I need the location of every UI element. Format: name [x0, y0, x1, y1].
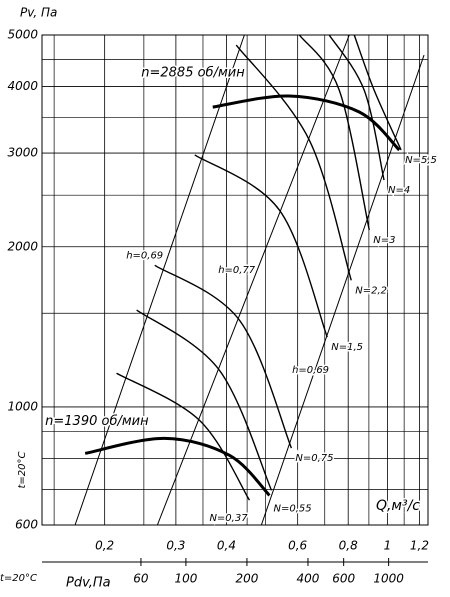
x2-tick-label: 200	[235, 572, 258, 586]
y-note: t=20°C	[17, 451, 28, 488]
y-tick-label: 600	[15, 518, 38, 532]
x2-tick-label: 600	[332, 572, 355, 586]
power-curve	[298, 35, 370, 231]
efficiency-label: h=0,69	[292, 365, 329, 376]
power-label: N=1,5	[331, 342, 363, 353]
x-tick-label: 0,4	[217, 539, 236, 553]
y-tick-label: 4000	[7, 79, 38, 93]
power-curve	[194, 154, 328, 338]
y-axis-label: Pv, Па	[20, 6, 57, 20]
power-label: N=5,5	[405, 155, 437, 166]
y-tick-label: 1000	[7, 399, 38, 413]
speed-label: n=2885 об/мин	[141, 66, 245, 81]
power-curve	[116, 372, 251, 501]
power-label: N=4	[388, 185, 410, 196]
speed-curve	[84, 436, 271, 497]
power-label: N=3	[373, 235, 395, 246]
power-curve	[328, 35, 385, 181]
efficiency-line	[260, 54, 425, 525]
speed-curve	[212, 94, 401, 152]
power-curve	[353, 35, 402, 151]
x2-tick-label: 100	[174, 572, 197, 586]
x-tick-label: 0,3	[166, 539, 185, 553]
efficiency-label: h=0,77	[218, 265, 256, 276]
speed-label: n=1390 об/мин	[45, 414, 149, 429]
power-label: N=0,37	[209, 513, 248, 524]
power-curve	[154, 264, 293, 449]
power-curve	[136, 309, 273, 491]
x-tick-label: 0,8	[339, 539, 358, 553]
x2-tick-label: 1000	[373, 572, 404, 586]
power-label: N=0,75	[295, 453, 333, 464]
plot-frame	[41, 34, 429, 526]
x2-note: t=20°C	[0, 573, 37, 584]
x-tick-label: 0,6	[288, 539, 307, 553]
x2-tick-label: 60	[133, 572, 149, 586]
power-label: N=0,55	[274, 503, 312, 514]
y-tick-label: 3000	[7, 146, 38, 160]
x2-axis-label: Pdv,Па	[66, 576, 111, 591]
x-tick-label: 0,2	[95, 539, 114, 553]
efficiency-label: h=0,69	[126, 251, 163, 262]
power-curve	[235, 44, 352, 281]
x-tick-label: 1	[384, 539, 392, 553]
y-tick-label: 2000	[7, 239, 38, 253]
x-tick-label: 1,2	[410, 539, 429, 553]
power-label: N=2,2	[355, 285, 387, 296]
x2-tick-label: 400	[297, 572, 320, 586]
x-axis-label: Q,м³/с	[376, 498, 420, 514]
y-tick-label: 5000	[7, 28, 38, 42]
efficiency-line	[74, 35, 245, 525]
efficiency-line	[156, 35, 350, 525]
